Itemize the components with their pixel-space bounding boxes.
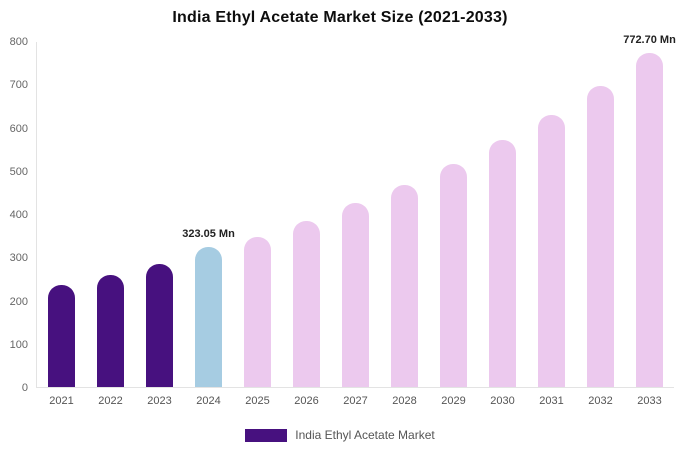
y-tick-label: 200	[9, 295, 28, 308]
x-tick-label: 2027	[343, 395, 368, 407]
bar-slot: 2033 772.70 Mn	[623, 34, 676, 407]
x-tick-label: 2030	[490, 395, 515, 407]
x-tick-label: 2024	[196, 395, 221, 407]
x-tick-label: 2022	[98, 395, 123, 407]
x-tick-label: 2031	[539, 395, 564, 407]
x-tick-label: 2028	[392, 395, 417, 407]
bar-2033	[636, 52, 663, 387]
bar-2028	[391, 184, 418, 387]
bar-slot: 2027	[331, 42, 380, 407]
y-tick-label: 0	[21, 382, 28, 394]
bar-slot: 2031	[527, 42, 576, 407]
value-label: 323.05 Mn	[182, 228, 235, 241]
bar-2021	[48, 285, 75, 387]
bars: 2021 2022 2023 2024 323.05 Mn 2025 2026 2027 202…	[37, 34, 676, 407]
chart-title: India Ethyl Acetate Market Size (2021-20…	[172, 9, 508, 26]
x-tick-label: 2026	[294, 395, 319, 407]
bar-slot: 2024 323.05 Mn	[182, 42, 235, 407]
bar-slot: 2030	[478, 42, 527, 407]
y-tick-label: 800	[9, 36, 28, 48]
x-tick-label: 2021	[49, 395, 74, 407]
bar-2027	[342, 203, 369, 387]
bar-slot: 2029	[429, 42, 478, 407]
bar-slot: 2028	[380, 42, 429, 407]
y-tick-label: 700	[9, 79, 28, 92]
y-tick-label: 100	[9, 338, 28, 351]
bar-2025	[244, 236, 271, 387]
x-tick-label: 2025	[245, 395, 270, 407]
bar-2029	[440, 164, 467, 387]
y-tick-label: 300	[9, 252, 28, 265]
bar-2031	[538, 114, 565, 387]
legend-label: India Ethyl Acetate Market	[295, 428, 435, 442]
x-tick-label: 2023	[147, 395, 172, 407]
bar-slot: 2026	[282, 42, 331, 407]
y-tick-label: 600	[9, 122, 28, 135]
bar-2023	[146, 263, 173, 387]
bar-slot: 2021	[37, 42, 86, 407]
bar-slot: 2022	[86, 42, 135, 407]
x-tick-label: 2033	[637, 395, 662, 407]
bar-2024	[195, 247, 222, 387]
legend-swatch	[245, 428, 288, 442]
x-tick-label: 2029	[441, 395, 466, 407]
bar-slot: 2025	[233, 42, 282, 407]
y-tick-label: 500	[9, 165, 28, 178]
plot-area: 2021 2022 2023 2024 323.05 Mn 2025 2026 2027 202…	[36, 34, 676, 407]
x-tick-label: 2032	[588, 395, 613, 407]
bar-2030	[489, 140, 516, 387]
bar-2032	[587, 86, 614, 387]
bar-2026	[293, 221, 320, 387]
y-tick-label: 400	[9, 209, 28, 221]
value-label: 772.70 Mn	[623, 33, 676, 46]
legend: India Ethyl Acetate Market	[0, 428, 680, 442]
bar-2022	[97, 275, 124, 387]
bar-slot: 2023	[135, 42, 184, 407]
bar-slot: 2032	[576, 42, 625, 407]
